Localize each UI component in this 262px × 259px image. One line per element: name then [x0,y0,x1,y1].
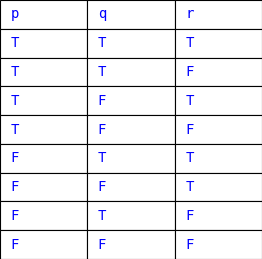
Text: T: T [10,65,19,79]
Bar [175,0,262,29]
Bar [0,144,87,173]
Bar [87,173,175,202]
Text: p: p [10,8,19,21]
Bar [87,0,175,29]
Text: T: T [98,209,106,223]
Text: F: F [98,123,106,136]
Bar [0,202,87,230]
Bar [87,29,175,57]
Bar [87,57,175,86]
Bar [175,202,262,230]
Text: F: F [10,238,19,251]
Text: T: T [185,151,194,165]
Bar [87,115,175,144]
Text: F: F [185,238,194,251]
Bar [175,173,262,202]
Text: T: T [98,36,106,50]
Bar [87,144,175,173]
Text: F: F [10,151,19,165]
Bar [0,57,87,86]
Text: T: T [185,180,194,194]
Text: T: T [98,151,106,165]
Bar [175,57,262,86]
Text: r: r [185,8,194,21]
Bar [0,0,87,29]
Bar [175,29,262,57]
Text: q: q [98,8,106,21]
Bar [87,202,175,230]
Bar [175,230,262,259]
Bar [0,29,87,57]
Bar [87,86,175,115]
Text: F: F [10,209,19,223]
Bar [0,115,87,144]
Text: F: F [10,180,19,194]
Bar [0,230,87,259]
Text: T: T [98,65,106,79]
Text: T: T [10,123,19,136]
Text: T: T [185,36,194,50]
Text: T: T [10,36,19,50]
Text: F: F [185,123,194,136]
Bar [175,115,262,144]
Text: F: F [185,65,194,79]
Text: F: F [98,94,106,108]
Text: T: T [10,94,19,108]
Bar [87,230,175,259]
Text: T: T [185,94,194,108]
Text: F: F [98,180,106,194]
Bar [175,86,262,115]
Bar [0,173,87,202]
Text: F: F [185,209,194,223]
Text: F: F [98,238,106,251]
Bar [0,86,87,115]
Bar [175,144,262,173]
